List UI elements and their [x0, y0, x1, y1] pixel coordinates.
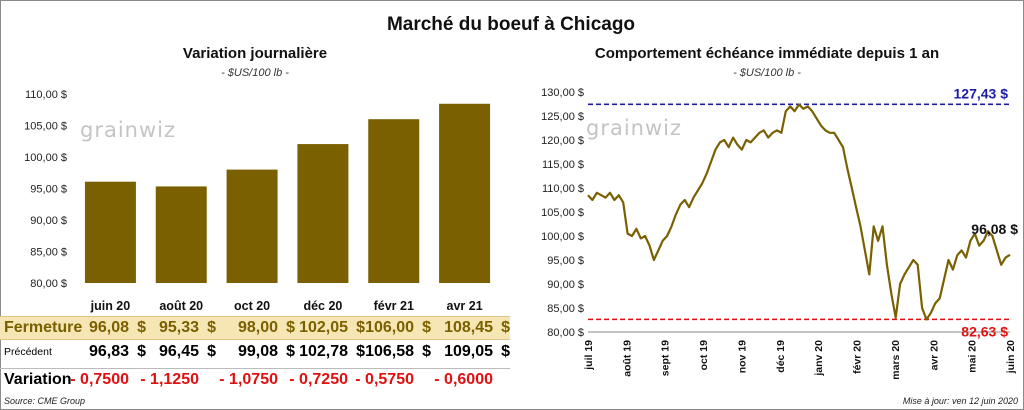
unit-label: $ [207, 343, 216, 360]
y-tick-label: 95,00 $ [547, 255, 584, 267]
y-tick-label: 115,00 $ [542, 159, 584, 171]
unit-label: $ [501, 343, 510, 360]
table-cell: 96,45 [158, 343, 199, 360]
table-cell: 102,78 [299, 343, 348, 360]
update-note: Mise à jour: ven 12 juin 2020 [902, 396, 1018, 406]
unit-label: $ [422, 343, 431, 360]
table-cell: 106,00 [365, 319, 414, 336]
max-label: 127,43 $ [954, 85, 1009, 101]
y-tick-label: 95,00 $ [30, 184, 67, 196]
table-row-fermeture: Fermeture 96,08 $95,33 $98,00 $102,05 $106,00… [0, 316, 510, 340]
table-cell: 108,45 [444, 319, 493, 336]
bar [368, 119, 420, 283]
y-tick-label: 80,00 $ [30, 278, 67, 290]
main-title: Marché du boeuf à Chicago [386, 14, 636, 35]
left-chart-title: Variation journalière [182, 45, 328, 62]
table-cell: - 0,7250 [289, 371, 348, 388]
table-cell: - 1,1250 [140, 371, 199, 388]
y-tick-label: 120,00 $ [541, 135, 584, 147]
table-cell: 109,05 [444, 343, 493, 360]
grainwiz-logo-left: grainwiz [80, 118, 177, 142]
y-tick-label: 85,00 $ [30, 247, 67, 259]
x-tick-label: juin 20 [90, 299, 131, 313]
table-cell: - 0,7500 [70, 371, 129, 388]
table-cell: - 0,5750 [355, 371, 414, 388]
grainwiz-logo-right: grainwiz [586, 116, 683, 140]
x-tick-label: août 20 [159, 299, 203, 313]
unit-label: $ [207, 319, 216, 336]
table-cell: 102,05 [299, 319, 348, 336]
x-tick-label: janv 20 [813, 340, 825, 377]
table-cell: - 1,0750 [219, 371, 278, 388]
bar-chart: 80,00 $ 85,00 $ 90,00 $ 95,00 $ 100,00 $ 105,… [24, 89, 491, 313]
bar [226, 169, 278, 283]
bar [155, 186, 207, 283]
left-chart-subtitle: - $US/100 lb - [221, 67, 289, 79]
x-tick-label: oct 20 [234, 299, 270, 313]
x-tick-label: mai 20 [967, 340, 979, 373]
row-label: Variation [4, 371, 72, 388]
unit-label: $ [422, 319, 431, 336]
x-tick-label: déc 20 [303, 299, 342, 313]
y-tick-label: 125,00 $ [541, 111, 584, 123]
x-tick-label: févr 21 [374, 299, 414, 313]
y-tick-label: 80,00 $ [547, 327, 584, 339]
x-tick-label: nov 19 [736, 340, 748, 373]
right-chart-subtitle: - $US/100 lb - [733, 67, 801, 79]
x-tick-label: févr 20 [852, 340, 864, 374]
y-tick-label: 100,00 $ [541, 231, 584, 243]
unit-label: $ [356, 343, 365, 360]
table-cell: 95,33 [158, 319, 199, 336]
y-tick-label: 130,00 $ [541, 87, 584, 99]
unit-label: $ [286, 343, 295, 360]
y-tick-label: 100,00 $ [24, 152, 67, 164]
bar [439, 103, 491, 283]
right-chart-title: Comportement échéance immédiate depuis 1… [594, 45, 940, 62]
source-note: Source: CME Group [4, 396, 86, 406]
unit-label: $ [286, 319, 295, 336]
table-cell: 96,08 [88, 319, 129, 336]
bar [84, 181, 136, 283]
x-tick-label: août 19 [621, 340, 633, 377]
x-tick-label: avr 21 [447, 299, 483, 313]
last-value-label: 96,08 $ [971, 221, 1018, 237]
line-chart: 80,00 $ 85,00 $ 90,00 $ 95,00 $ 100,00 $ 105,… [541, 85, 1018, 380]
unit-label: $ [137, 319, 146, 336]
unit-label: $ [137, 343, 146, 360]
unit-label: $ [501, 319, 510, 336]
x-tick-label: sept 19 [660, 340, 672, 376]
x-tick-label: juil 19 [583, 340, 595, 371]
table-cell: - 0,6000 [434, 371, 493, 388]
min-label: 82,63 $ [961, 323, 1008, 339]
y-tick-label: 90,00 $ [30, 215, 67, 227]
table-row-precedent: Précédent 96,83 $96,45 $99,08 $102,78 $106,58… [0, 341, 510, 363]
table-cell: 96,83 [88, 343, 129, 360]
y-tick-label: 105,00 $ [24, 121, 67, 133]
y-tick-label: 90,00 $ [547, 279, 584, 291]
y-tick-label: 85,00 $ [547, 303, 584, 315]
price-line [587, 103, 1011, 321]
table-cell: 99,08 [237, 343, 278, 360]
x-tick-label: avr 20 [928, 340, 940, 371]
row-label: Fermeture [4, 319, 83, 336]
y-tick-label: 110,00 $ [25, 89, 67, 101]
y-tick-label: 110,00 $ [542, 183, 584, 195]
table-row-variation: Variation - 0,7500 - 1,1250 - 1,0750 - 0,725… [0, 368, 510, 391]
bar [297, 144, 349, 283]
y-tick-label: 105,00 $ [541, 207, 584, 219]
unit-label: $ [356, 319, 365, 336]
table-cell: 98,00 [237, 319, 278, 336]
x-tick-label: mars 20 [890, 340, 902, 380]
row-label: Précédent [4, 346, 52, 358]
table-cell: 106,58 [365, 343, 414, 360]
x-tick-label: oct 19 [698, 340, 710, 371]
x-tick-label: juin 20 [1005, 340, 1017, 374]
x-tick-label: déc 19 [775, 340, 787, 373]
